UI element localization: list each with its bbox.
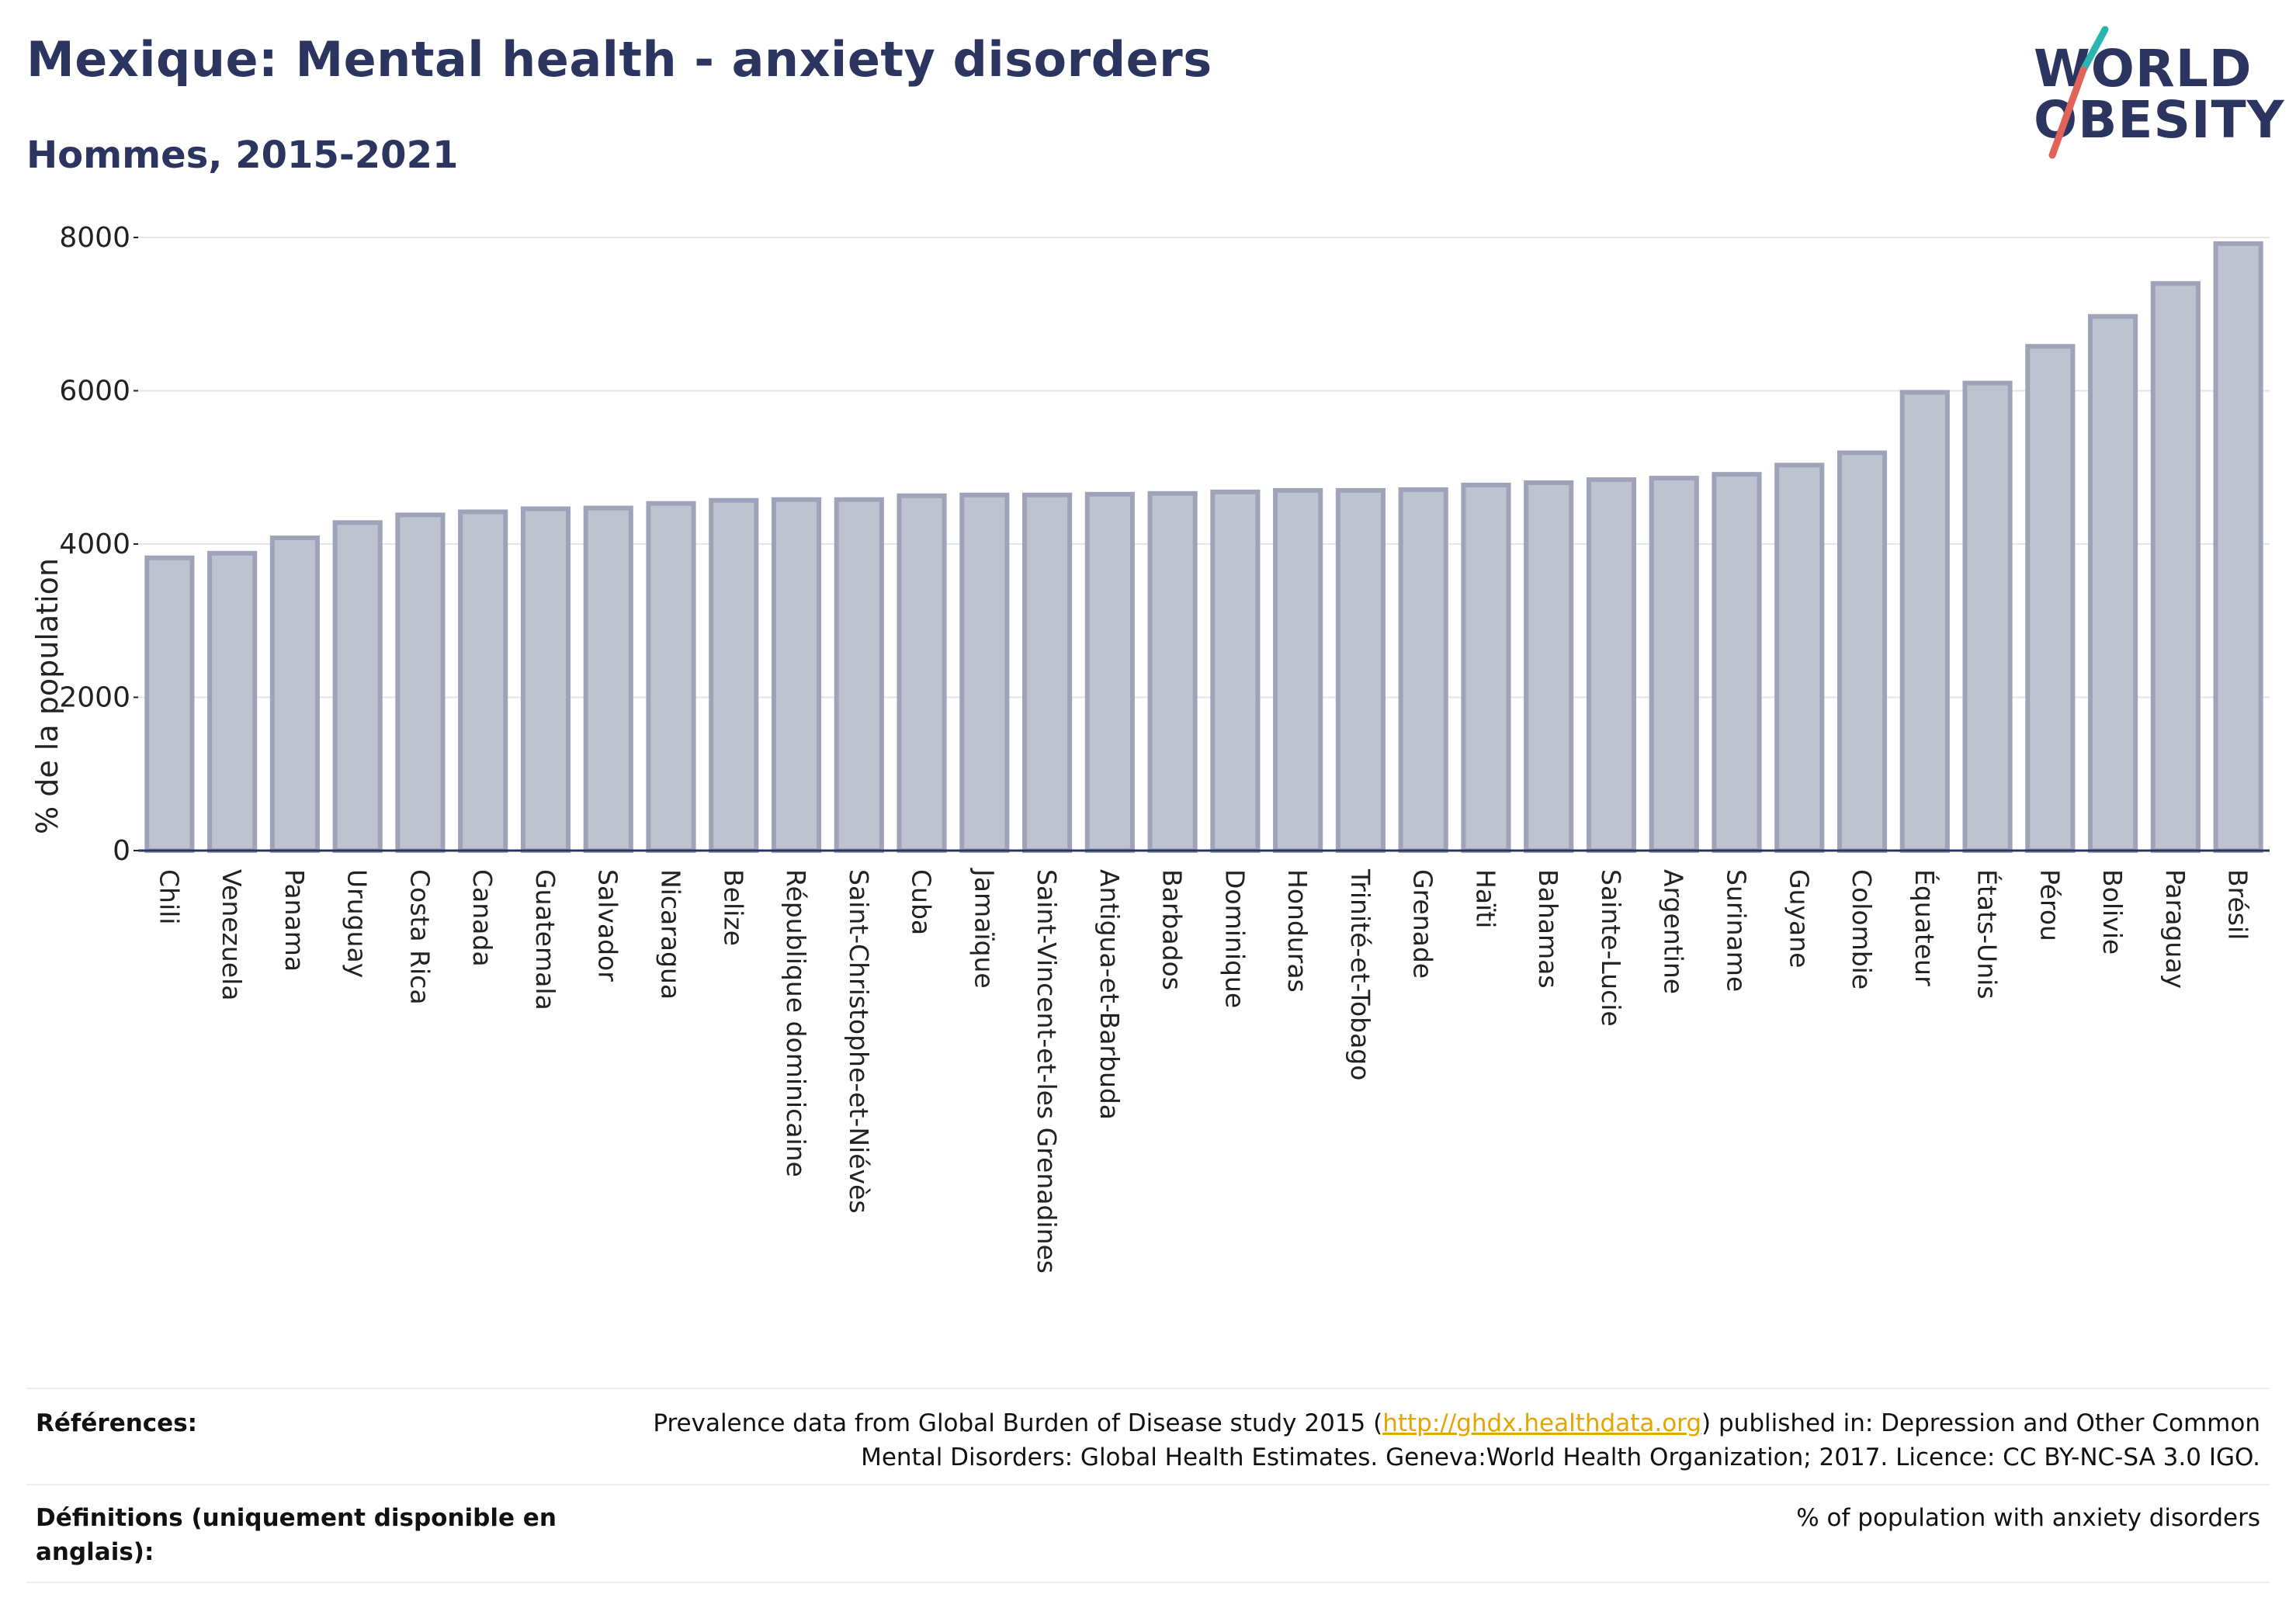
x-tick-label: Haïti [1470,869,1500,928]
x-tick-label: Nicaragua [656,869,686,1000]
x-tick-label: Belize [718,869,748,946]
references-line-2: Mental Disorders: Global Health Estimate… [861,1444,2260,1471]
x-tick-label: Trinité-et-Tobago [1345,868,1375,1080]
references-text: Prevalence data from Global Burden of Di… [653,1406,2260,1475]
x-tick-label: Colombie [1847,869,1877,989]
logo-slash-icon [2048,26,2109,159]
bar [1273,487,1323,853]
definitions-label: Définitions (uniquement disponible en an… [36,1501,557,1569]
y-tick-label: 2000 [59,682,130,714]
x-tick-label: Cuba [907,869,937,935]
x-tick-label: République dominicaine [781,869,811,1177]
bar [2025,344,2076,854]
bar [2150,281,2201,853]
bar [1210,489,1261,853]
footer-divider-middle [26,1484,2270,1485]
x-tick-label: Dominique [1219,869,1250,1008]
definitions-label-line-2: anglais): [36,1538,154,1566]
x-tick-label: Brésil [2223,869,2253,940]
bar [646,501,696,853]
y-tick-label: 6000 [59,376,130,407]
x-tick-label: Argentine [1659,869,1689,994]
x-tick-label: Équateur [1909,869,1941,986]
references-line-1: Prevalence data from Global Burden of Di… [653,1406,2260,1440]
bar [1147,490,1198,853]
bar [1899,390,1950,854]
x-tick-label: Sainte-Lucie [1596,869,1626,1027]
bars [144,241,2263,854]
x-tick-label: Grenade [1408,869,1438,979]
x-tick-label: Guyane [1784,869,1814,968]
bar [2213,241,2263,853]
bar [458,509,508,853]
definitions-label-line-1: Définitions (uniquement disponible en [36,1504,557,1532]
x-tick-label: Honduras [1282,869,1313,993]
x-tick-label: Barbados [1157,869,1188,990]
bar [2088,314,2138,853]
x-tick-label: Costa Rica [404,869,435,1005]
bar [959,492,1010,853]
grid-lines [138,237,2270,851]
x-tick-label: Chili [154,869,184,924]
y-tick-label: 0 [113,835,130,867]
chart-subtitle: Hommes, 2015-2021 [26,133,459,177]
y-axis-ticks: 0 2000 4000 6000 8000 [59,222,138,867]
bar [269,535,320,853]
bar [332,520,383,853]
x-tick-label: Saint-Christophe-et-Niévès [844,869,874,1214]
x-tick-label: Guatemala [530,869,560,1010]
bar [395,512,446,853]
bar [207,550,258,853]
references-text-after: ) published in: Depression and Other Com… [1701,1409,2260,1437]
x-tick-label: Pérou [2034,869,2065,941]
x-tick-label: Panama [279,869,310,972]
bar [771,497,822,853]
bar [1649,476,1699,853]
x-tick-label: Paraguay [2160,869,2190,989]
bar [1461,482,1511,853]
footer-divider-bottom [26,1582,2270,1583]
bar-chart: 0 2000 4000 6000 8000 Chili Venezuela Panama Ur… [30,222,2270,1274]
x-tick-label: États-Unis [1972,869,2003,999]
footer-divider-top [26,1388,2270,1389]
bar [1398,487,1448,853]
x-tick-label: Uruguay [342,869,373,978]
bar [1524,480,1574,853]
x-tick-label: Bahamas [1533,869,1563,989]
y-tick-label: 4000 [59,529,130,560]
x-tick-label: Salvador [593,869,623,982]
bar [897,493,947,853]
world-obesity-logo: WORLD OBESITY [2018,22,2284,169]
x-tick-label: Bolivie [2097,869,2128,955]
bar [709,497,759,853]
bar [1836,450,1888,853]
y-tick-label: 8000 [59,222,130,254]
x-tick-label: Antigua-et-Barbuda [1094,869,1125,1120]
bar [1335,487,1386,853]
bar [144,555,195,853]
bar [1022,492,1073,853]
x-tick-label: Venezuela [217,869,247,1000]
bar [1774,463,1825,853]
references-link[interactable]: http://ghdx.healthdata.org [1382,1409,1702,1437]
x-tick-label: Canada [467,869,498,967]
references-text-before: Prevalence data from Global Burden of Di… [653,1409,1383,1437]
x-tick-label: Saint-Vincent-et-les Grenadines [1032,869,1062,1274]
x-tick-label: Jamaïque [969,868,999,989]
x-tick-label: Suriname [1722,869,1752,992]
x-axis-ticks: Chili Venezuela Panama Uruguay Costa Rica Can… [154,868,2253,1274]
bar [583,505,633,853]
y-axis-label: % de la population [30,558,64,834]
bar [834,497,884,853]
chart-title: Mexique: Mental health - anxiety disorde… [26,31,1212,88]
logo-line-1: WORLD [2034,39,2253,99]
bar [1962,380,2013,853]
bar [520,506,571,853]
definitions-text: % of population with anxiety disorders [1796,1504,2260,1532]
references-label: Références: [36,1409,198,1437]
bar [1586,477,1637,853]
bar [1084,491,1135,853]
bar [1712,472,1762,853]
